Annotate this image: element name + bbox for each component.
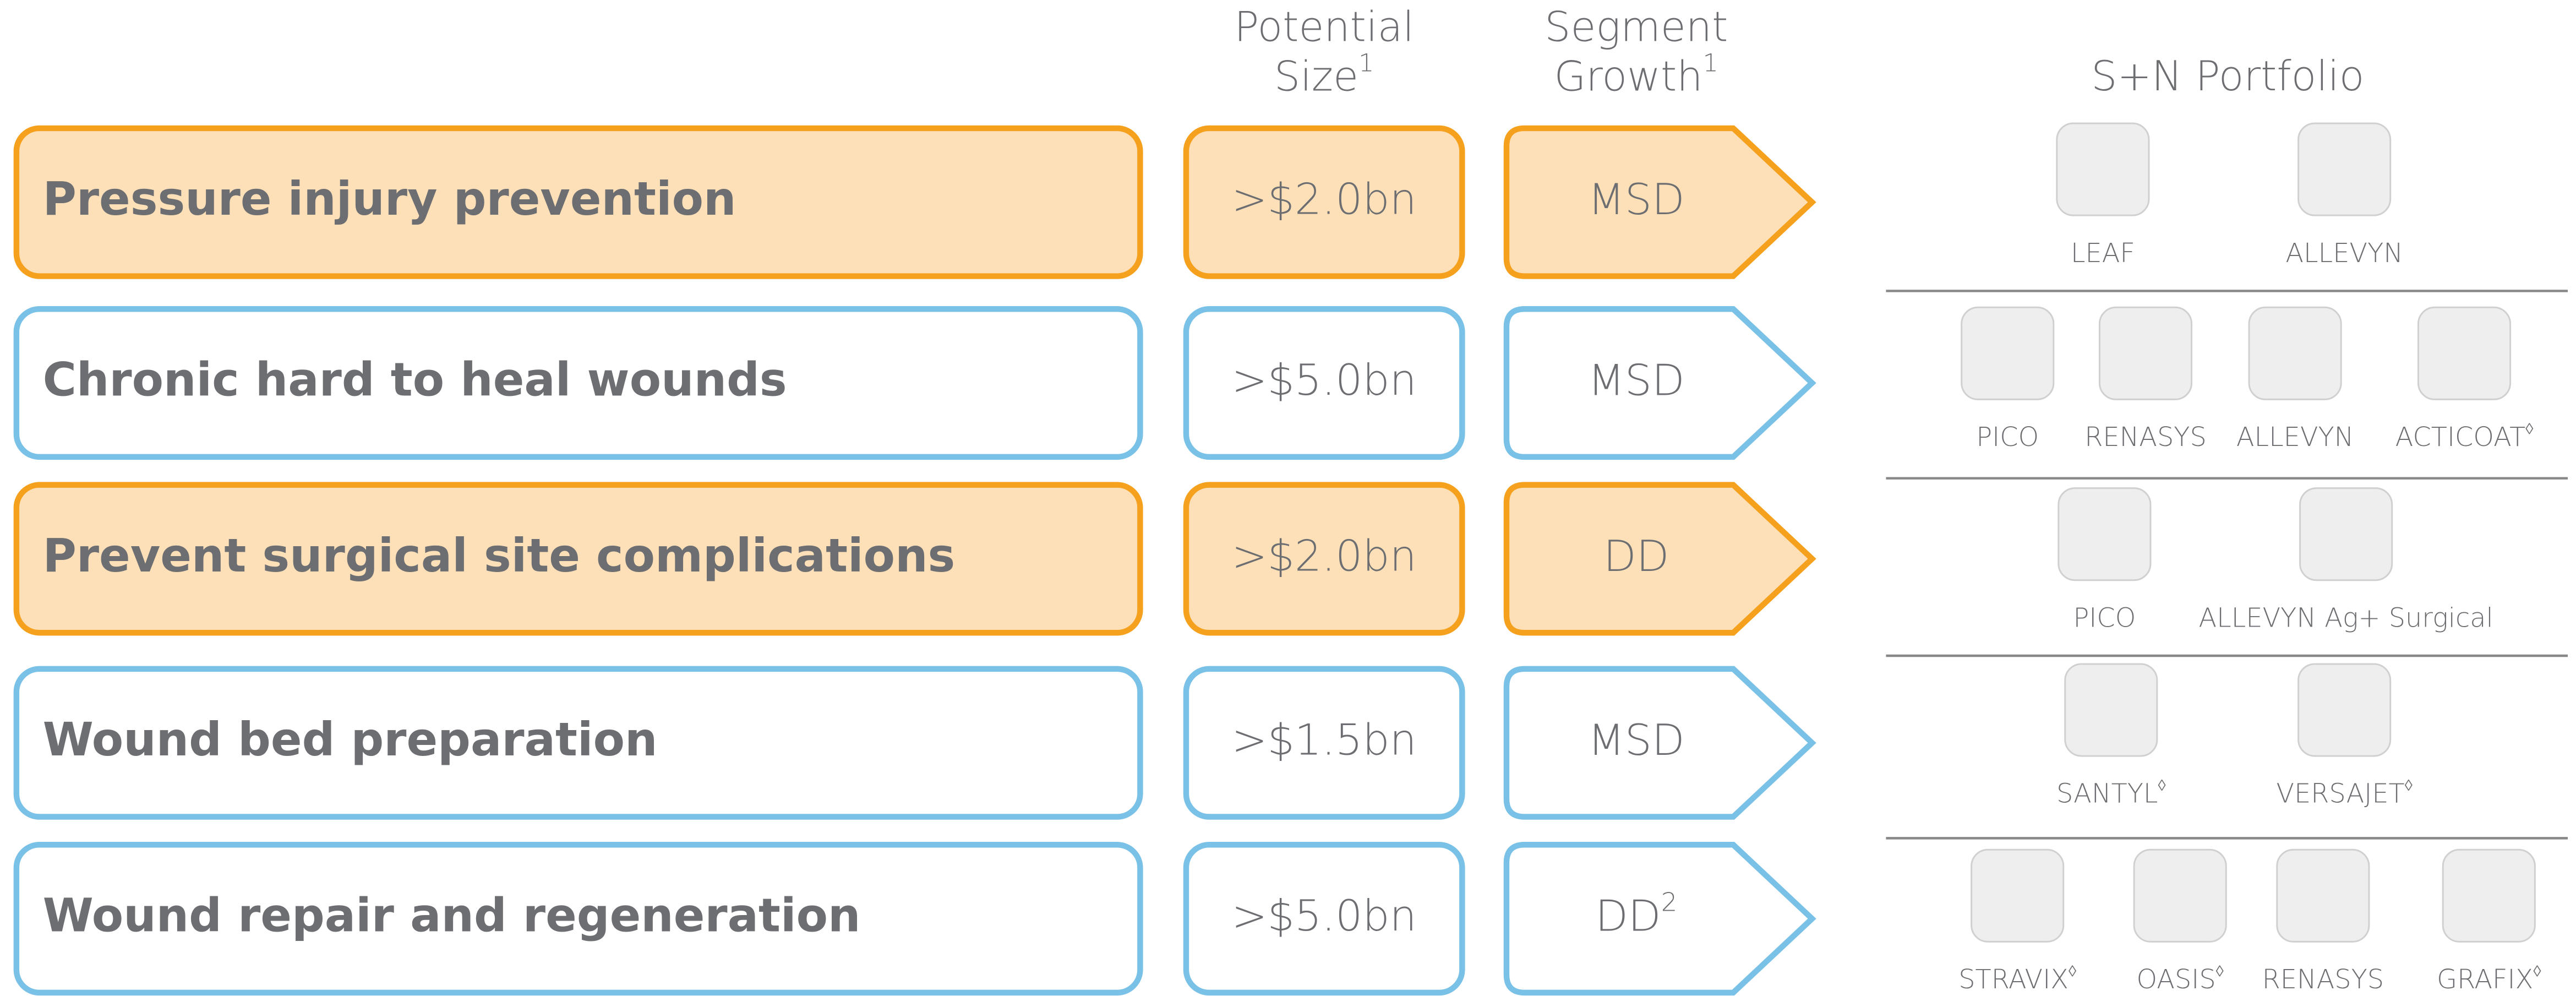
growth-value: MSD: [1588, 175, 1685, 225]
segment-name: Pressure injury prevention: [43, 172, 736, 226]
product-label-main: ALLEVYN: [2285, 238, 2403, 269]
product-label: SANTYL◊: [2056, 776, 2166, 809]
product-label-main: PICO: [2073, 603, 2136, 633]
product-image: [2418, 307, 2510, 399]
product-image: [2057, 123, 2149, 215]
growth-value-main: DD: [1603, 531, 1669, 581]
growth-value: MSD: [1588, 716, 1685, 765]
product-label-main: STRAVIX: [1958, 965, 2069, 995]
product-image: [2065, 664, 2157, 756]
product-label: RENASYS: [2084, 422, 2207, 453]
growth-value-main: MSD: [1588, 716, 1685, 765]
size-value: >$2.0bn: [1232, 531, 1417, 581]
column-header-sup: 1: [1703, 48, 1718, 77]
product-label-sup: ◊: [2405, 776, 2413, 794]
size-value: >$5.0bn: [1232, 891, 1417, 941]
segment-name: Wound repair and regeneration: [43, 889, 861, 943]
product-label-sup: ◊: [2533, 961, 2541, 980]
column-header-main: Growth: [1554, 52, 1702, 100]
column-header-sup: 1: [1358, 48, 1374, 77]
product-image: [2249, 307, 2341, 399]
product-label: ALLEVYN: [2236, 422, 2354, 453]
product-label: OASIS◊: [2137, 961, 2224, 995]
product-label: GRAFIX◊: [2437, 961, 2541, 995]
product-image: [2299, 123, 2391, 215]
size-value: >$5.0bn: [1232, 356, 1417, 405]
product-label-main: ACTICOAT: [2395, 422, 2526, 453]
product-label-main: RENASYS: [2084, 422, 2207, 453]
product-label: ALLEVYN: [2285, 238, 2403, 269]
segment-name: Wound bed preparation: [43, 712, 658, 766]
product-label-main: LEAF: [2071, 238, 2135, 269]
product-label: VERSAJET◊: [2276, 776, 2413, 809]
product-label: ALLEVYN Ag+ Surgical: [2198, 603, 2493, 633]
product-label-main: GRAFIX: [2437, 965, 2533, 995]
product-label: PICO: [1976, 422, 2039, 453]
product-label-main: RENASYS: [2262, 965, 2384, 995]
column-header: Segment: [1544, 3, 1728, 51]
segment-name: Chronic hard to heal wounds: [43, 353, 787, 407]
product-label-main: ALLEVYN: [2236, 422, 2354, 453]
product-image: [2099, 307, 2191, 399]
product-image: [2299, 664, 2391, 756]
product-image: [2300, 488, 2392, 580]
slide: PotentialSize1SegmentGrowth1S+N Portfoli…: [0, 0, 2576, 996]
product-label-main: ALLEVYN Ag+ Surgical: [2198, 603, 2493, 633]
product-image: [2134, 850, 2226, 941]
product-image: [2059, 488, 2151, 580]
growth-value-sup: 2: [1661, 887, 1678, 917]
growth-value-main: MSD: [1588, 356, 1685, 405]
product-label: PICO: [2073, 603, 2136, 633]
column-header: Growth1: [1554, 48, 1718, 100]
column-header: Potential: [1234, 3, 1414, 51]
product-label-main: VERSAJET: [2276, 779, 2404, 809]
page: {"header": {"size_label": {"lines": ["Po…: [0, 0, 2576, 996]
size-value: >$1.5bn: [1232, 716, 1417, 765]
portfolio-title: S+N Portfolio: [2091, 52, 2364, 100]
product-label-main: PICO: [1976, 422, 2039, 453]
product-label-sup: ◊: [2069, 961, 2077, 980]
segment-name: Prevent surgical site complications: [43, 529, 956, 583]
size-value: >$2.0bn: [1232, 175, 1417, 225]
product-image: [1972, 850, 2064, 941]
column-header: Size1: [1274, 48, 1374, 100]
product-image: [2443, 850, 2535, 941]
product-image: [2277, 850, 2369, 941]
product-label-main: SANTYL: [2056, 779, 2158, 809]
growth-value: MSD: [1588, 356, 1685, 405]
product-label-sup: ◊: [2158, 776, 2166, 794]
product-label: ACTICOAT◊: [2395, 419, 2534, 453]
growth-value: DD: [1603, 531, 1669, 581]
column-header-main: Size: [1274, 52, 1358, 100]
product-label-sup: ◊: [2525, 419, 2534, 438]
product-label: RENASYS: [2262, 965, 2384, 995]
product-image: [1962, 307, 2054, 399]
product-label: LEAF: [2071, 238, 2135, 269]
growth-value-main: DD: [1595, 891, 1661, 941]
product-label-main: OASIS: [2137, 965, 2216, 995]
growth-value-main: MSD: [1588, 175, 1685, 225]
product-label-sup: ◊: [2216, 961, 2224, 980]
product-label: STRAVIX◊: [1958, 961, 2077, 995]
